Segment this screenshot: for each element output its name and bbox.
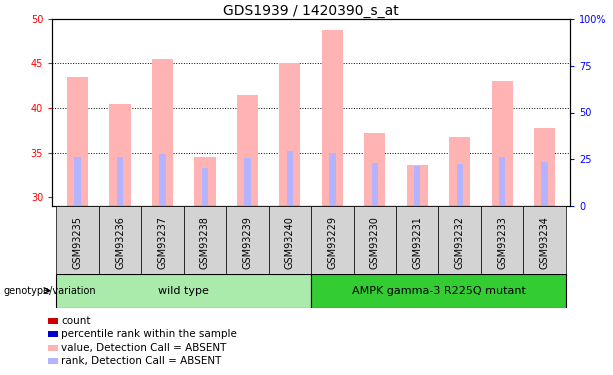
Text: GSM93240: GSM93240 (285, 216, 295, 269)
Bar (56, 206, 99, 274)
Bar (499, 157, 505, 206)
Bar (311, 206, 354, 274)
Bar (280, 63, 300, 206)
Text: GSM93238: GSM93238 (200, 216, 210, 269)
Bar (438, 206, 481, 274)
Bar (48, 345, 58, 351)
Bar (67, 77, 88, 206)
Bar (414, 166, 421, 206)
Text: GSM93235: GSM93235 (72, 216, 83, 269)
Bar (541, 162, 548, 206)
Bar (492, 81, 512, 206)
Bar (406, 165, 428, 206)
Bar (481, 206, 524, 274)
Bar (184, 206, 226, 274)
Bar (237, 94, 258, 206)
Bar (56, 274, 311, 308)
Text: GSM93229: GSM93229 (327, 216, 337, 269)
Bar (329, 153, 335, 206)
Text: GSM93237: GSM93237 (158, 216, 167, 269)
Bar (226, 206, 268, 274)
Text: GSM93236: GSM93236 (115, 216, 125, 269)
Text: rank, Detection Call = ABSENT: rank, Detection Call = ABSENT (61, 356, 222, 366)
Text: GSM93239: GSM93239 (242, 216, 253, 269)
Text: count: count (61, 316, 91, 326)
Bar (534, 128, 555, 206)
Bar (371, 164, 378, 206)
Title: GDS1939 / 1420390_s_at: GDS1939 / 1420390_s_at (223, 4, 399, 18)
Bar (268, 206, 311, 274)
Text: GSM93233: GSM93233 (497, 216, 507, 269)
Bar (457, 164, 463, 206)
Text: GSM93230: GSM93230 (370, 216, 380, 269)
Bar (311, 274, 566, 308)
Bar (48, 331, 58, 337)
Bar (322, 30, 343, 206)
Text: percentile rank within the sample: percentile rank within the sample (61, 329, 237, 339)
Bar (110, 104, 131, 206)
Bar (287, 151, 293, 206)
Bar (202, 168, 208, 206)
Bar (48, 358, 58, 364)
Bar (244, 158, 251, 206)
Text: GSM93232: GSM93232 (455, 216, 465, 269)
Bar (152, 59, 173, 206)
Text: value, Detection Call = ABSENT: value, Detection Call = ABSENT (61, 343, 227, 352)
Bar (159, 154, 166, 206)
Bar (449, 136, 470, 206)
Bar (524, 206, 566, 274)
Text: AMPK gamma-3 R225Q mutant: AMPK gamma-3 R225Q mutant (351, 286, 525, 296)
Bar (117, 157, 123, 206)
Bar (194, 157, 216, 206)
Text: wild type: wild type (158, 286, 209, 296)
Bar (354, 206, 396, 274)
Text: GSM93234: GSM93234 (539, 216, 550, 269)
Text: GSM93231: GSM93231 (412, 216, 422, 269)
Bar (48, 318, 58, 324)
Bar (74, 157, 81, 206)
Bar (99, 206, 141, 274)
Bar (141, 206, 184, 274)
Bar (396, 206, 438, 274)
Bar (364, 133, 386, 206)
Text: genotype/variation: genotype/variation (3, 286, 96, 296)
